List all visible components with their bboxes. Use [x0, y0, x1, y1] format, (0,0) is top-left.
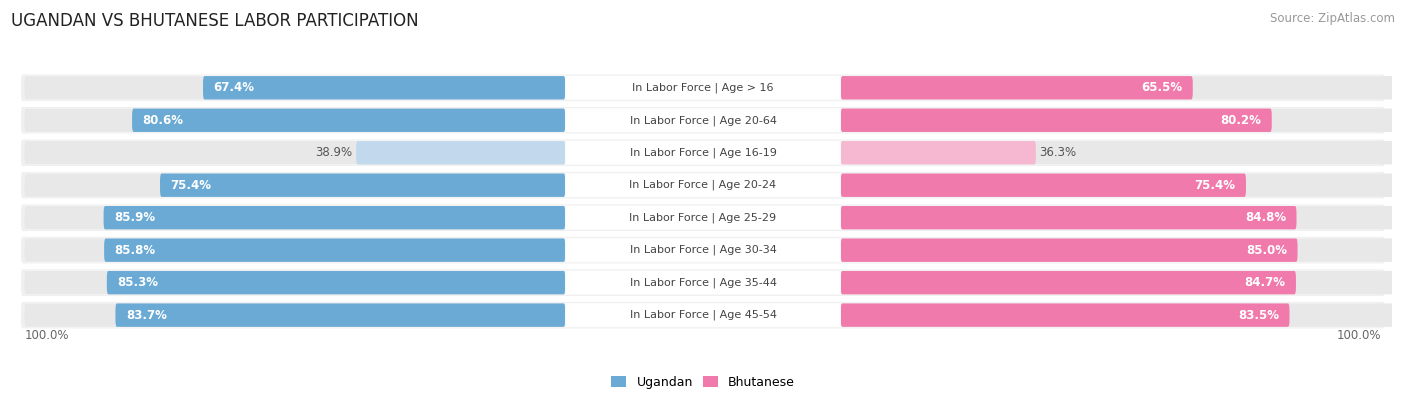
FancyBboxPatch shape — [24, 141, 565, 164]
FancyBboxPatch shape — [24, 109, 565, 132]
Text: UGANDAN VS BHUTANESE LABOR PARTICIPATION: UGANDAN VS BHUTANESE LABOR PARTICIPATION — [11, 12, 419, 30]
Text: 100.0%: 100.0% — [24, 329, 69, 342]
Text: 85.9%: 85.9% — [114, 211, 155, 224]
FancyBboxPatch shape — [21, 107, 1385, 134]
FancyBboxPatch shape — [841, 141, 1406, 164]
FancyBboxPatch shape — [24, 303, 565, 327]
Text: 84.7%: 84.7% — [1244, 276, 1285, 289]
Text: 100.0%: 100.0% — [1337, 329, 1382, 342]
FancyBboxPatch shape — [115, 303, 565, 327]
FancyBboxPatch shape — [24, 76, 565, 100]
FancyBboxPatch shape — [841, 303, 1406, 327]
Text: In Labor Force | Age 20-24: In Labor Force | Age 20-24 — [630, 180, 776, 190]
FancyBboxPatch shape — [104, 206, 565, 229]
Text: In Labor Force | Age 30-34: In Labor Force | Age 30-34 — [630, 245, 776, 256]
Text: Source: ZipAtlas.com: Source: ZipAtlas.com — [1270, 12, 1395, 25]
FancyBboxPatch shape — [107, 271, 565, 294]
Text: 85.3%: 85.3% — [117, 276, 157, 289]
FancyBboxPatch shape — [24, 239, 565, 262]
FancyBboxPatch shape — [841, 271, 1296, 294]
Text: 80.2%: 80.2% — [1220, 114, 1261, 127]
FancyBboxPatch shape — [841, 206, 1296, 229]
FancyBboxPatch shape — [160, 173, 565, 197]
Legend: Ugandan, Bhutanese: Ugandan, Bhutanese — [606, 371, 800, 394]
FancyBboxPatch shape — [841, 206, 1406, 229]
FancyBboxPatch shape — [21, 139, 1385, 166]
FancyBboxPatch shape — [841, 109, 1406, 132]
FancyBboxPatch shape — [356, 141, 565, 164]
FancyBboxPatch shape — [841, 76, 1406, 100]
Text: In Labor Force | Age 25-29: In Labor Force | Age 25-29 — [630, 213, 776, 223]
FancyBboxPatch shape — [104, 239, 565, 262]
Text: In Labor Force | Age 35-44: In Labor Force | Age 35-44 — [630, 277, 776, 288]
FancyBboxPatch shape — [565, 109, 841, 132]
Text: 75.4%: 75.4% — [170, 179, 211, 192]
Text: 38.9%: 38.9% — [315, 146, 353, 159]
FancyBboxPatch shape — [565, 173, 841, 197]
FancyBboxPatch shape — [21, 269, 1385, 296]
Text: In Labor Force | Age 20-64: In Labor Force | Age 20-64 — [630, 115, 776, 126]
FancyBboxPatch shape — [565, 206, 841, 229]
FancyBboxPatch shape — [21, 204, 1385, 231]
FancyBboxPatch shape — [24, 173, 1382, 198]
Text: 83.7%: 83.7% — [125, 308, 167, 322]
Text: 85.8%: 85.8% — [114, 244, 156, 257]
Text: 80.6%: 80.6% — [142, 114, 183, 127]
FancyBboxPatch shape — [841, 239, 1406, 262]
Text: 36.3%: 36.3% — [1039, 146, 1077, 159]
FancyBboxPatch shape — [841, 141, 1036, 164]
FancyBboxPatch shape — [24, 108, 1382, 133]
FancyBboxPatch shape — [841, 76, 1192, 100]
Text: 84.8%: 84.8% — [1246, 211, 1286, 224]
FancyBboxPatch shape — [21, 237, 1385, 263]
FancyBboxPatch shape — [565, 271, 841, 294]
FancyBboxPatch shape — [24, 75, 1382, 100]
Text: In Labor Force | Age 16-19: In Labor Force | Age 16-19 — [630, 147, 776, 158]
FancyBboxPatch shape — [202, 76, 565, 100]
FancyBboxPatch shape — [24, 238, 1382, 263]
Text: 67.4%: 67.4% — [214, 81, 254, 94]
FancyBboxPatch shape — [841, 173, 1406, 197]
FancyBboxPatch shape — [565, 239, 841, 262]
FancyBboxPatch shape — [132, 109, 565, 132]
FancyBboxPatch shape — [841, 109, 1272, 132]
FancyBboxPatch shape — [565, 141, 841, 164]
FancyBboxPatch shape — [565, 303, 841, 327]
FancyBboxPatch shape — [24, 173, 565, 197]
Text: In Labor Force | Age > 16: In Labor Force | Age > 16 — [633, 83, 773, 93]
FancyBboxPatch shape — [24, 140, 1382, 165]
FancyBboxPatch shape — [24, 303, 1382, 327]
Text: 65.5%: 65.5% — [1142, 81, 1182, 94]
Text: 83.5%: 83.5% — [1239, 308, 1279, 322]
FancyBboxPatch shape — [21, 75, 1385, 101]
Text: 85.0%: 85.0% — [1246, 244, 1288, 257]
FancyBboxPatch shape — [21, 302, 1385, 328]
FancyBboxPatch shape — [841, 303, 1289, 327]
FancyBboxPatch shape — [24, 270, 1382, 295]
FancyBboxPatch shape — [24, 206, 565, 229]
FancyBboxPatch shape — [841, 239, 1298, 262]
FancyBboxPatch shape — [565, 76, 841, 100]
FancyBboxPatch shape — [24, 271, 565, 294]
Text: 75.4%: 75.4% — [1195, 179, 1236, 192]
FancyBboxPatch shape — [21, 172, 1385, 199]
FancyBboxPatch shape — [24, 205, 1382, 230]
FancyBboxPatch shape — [841, 173, 1246, 197]
Text: In Labor Force | Age 45-54: In Labor Force | Age 45-54 — [630, 310, 776, 320]
FancyBboxPatch shape — [841, 271, 1406, 294]
